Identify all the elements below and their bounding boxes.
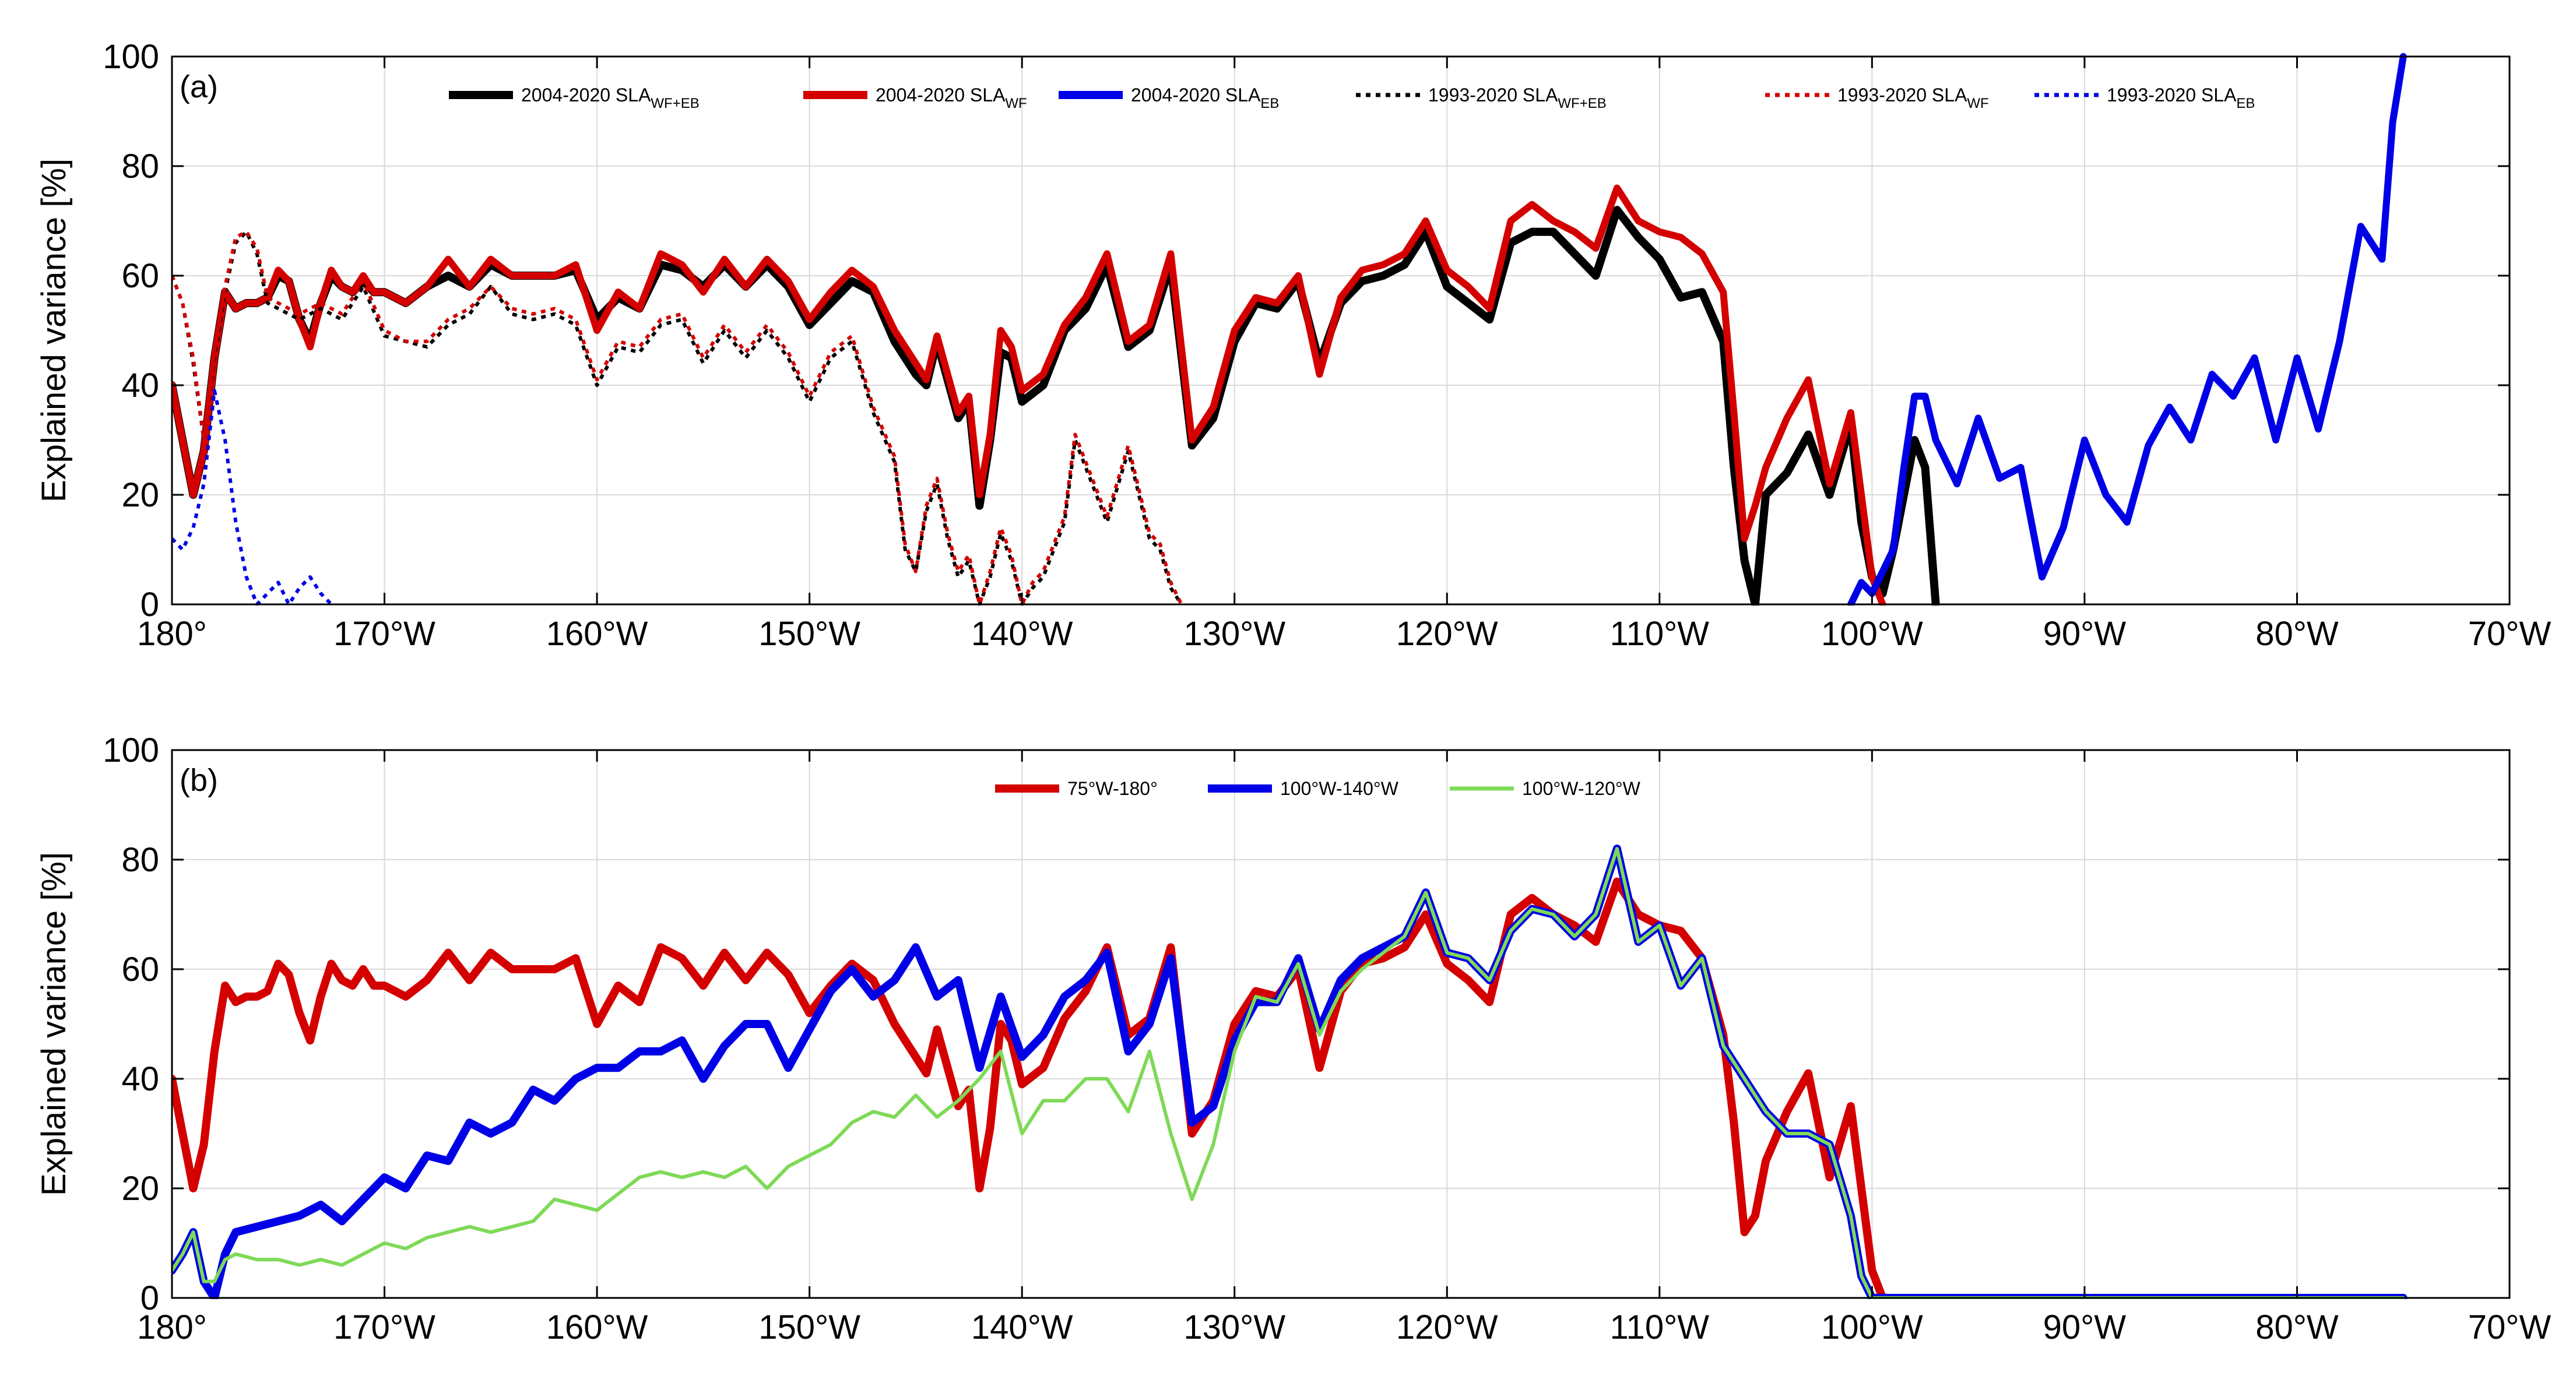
x-tick-label: 80°W bbox=[2255, 1308, 2339, 1346]
series-line-2 bbox=[172, 847, 2405, 1299]
x-tick-label: 130°W bbox=[1183, 615, 1285, 653]
y-tick-label: 60 bbox=[121, 951, 159, 988]
plot-frame bbox=[171, 749, 2511, 1299]
plot-frame bbox=[171, 55, 2511, 606]
x-tick-label: 70°W bbox=[2468, 1308, 2552, 1346]
legend-label: 1993-2020 SLAEB bbox=[2107, 85, 2255, 111]
legend-label: 2004-2020 SLAWF+EB bbox=[521, 85, 700, 111]
plot-area bbox=[172, 844, 2408, 1299]
series-line-1 bbox=[172, 844, 2408, 1299]
legend-label-subscript: WF+EB bbox=[1558, 96, 1606, 111]
series-line-2 bbox=[1847, 53, 2407, 606]
y-tick-label: 80 bbox=[121, 147, 159, 185]
x-tick-label: 140°W bbox=[971, 615, 1073, 653]
legend-label: 75°W-180° bbox=[1067, 778, 1158, 799]
x-tick-label: 170°W bbox=[333, 1308, 435, 1346]
panel-b: 180° 170°W 160°W 150°W 140°W 130°W 120°W 110°W 1… bbox=[35, 731, 2551, 1346]
x-tick-label: 180° bbox=[137, 615, 207, 653]
x-tick-label: 160°W bbox=[546, 1308, 648, 1346]
legend: 2004-2020 SLAWF+EB 2004-2020 SLAWF 2004-20… bbox=[449, 85, 2255, 111]
x-tick-label: 90°W bbox=[2043, 1308, 2127, 1346]
y-tick-label: 40 bbox=[121, 367, 159, 404]
legend-label: 2004-2020 SLAWF bbox=[876, 85, 1027, 111]
series-line-5 bbox=[172, 389, 333, 606]
x-tick-label: 180° bbox=[137, 1308, 207, 1346]
y-tick-label: 60 bbox=[121, 257, 159, 295]
legend-label-subscript: WF bbox=[1967, 96, 1988, 111]
y-tick-label: 0 bbox=[140, 586, 159, 624]
legend-label-subscript: WF bbox=[1005, 96, 1027, 111]
legend-label: 2004-2020 SLAEB bbox=[1131, 85, 1279, 111]
x-tick-label: 110°W bbox=[1610, 615, 1710, 653]
x-tick-label: 170°W bbox=[333, 615, 435, 653]
y-axis-label: Explained variance [%] bbox=[35, 159, 73, 502]
x-tick-label: 140°W bbox=[971, 1308, 1073, 1346]
x-tick-label: 150°W bbox=[758, 615, 860, 653]
legend-label: 100°W-140°W bbox=[1280, 778, 1399, 799]
x-tick-label: 70°W bbox=[2468, 615, 2552, 653]
plot-area bbox=[172, 53, 2407, 606]
legend-label-subscript: EB bbox=[1260, 96, 1279, 111]
x-tick-label: 100°W bbox=[1821, 615, 1923, 653]
y-tick-label: 20 bbox=[121, 476, 159, 514]
x-tick-label: 120°W bbox=[1396, 615, 1498, 653]
x-tick-label: 150°W bbox=[758, 1308, 860, 1346]
x-tick-label: 160°W bbox=[546, 615, 648, 653]
legend-label-subscript: EB bbox=[2236, 96, 2255, 111]
x-tick-label: 80°W bbox=[2255, 615, 2339, 653]
series-line-1 bbox=[172, 184, 1886, 606]
legend: 75°W-180° 100°W-140°W 100°W-120°W bbox=[995, 778, 1641, 799]
x-tick-label: 100°W bbox=[1821, 1308, 1923, 1346]
y-tick-label: 0 bbox=[140, 1279, 159, 1317]
y-tick-label: 100 bbox=[103, 38, 159, 76]
panel-label: (a) bbox=[180, 69, 218, 104]
panel-label: (b) bbox=[180, 763, 218, 798]
series-line-4 bbox=[172, 230, 1183, 606]
legend-label-subscript: WF+EB bbox=[651, 96, 699, 111]
y-tick-label: 100 bbox=[103, 731, 159, 769]
x-tick-label: 130°W bbox=[1183, 1308, 1285, 1346]
panel-a: 180° 170°W 160°W 150°W 140°W 130°W 120°W 110°W 1… bbox=[35, 38, 2551, 653]
x-tick-label: 90°W bbox=[2043, 615, 2127, 653]
y-tick-label: 40 bbox=[121, 1060, 159, 1098]
legend-label: 100°W-120°W bbox=[1522, 778, 1641, 799]
series-line-3 bbox=[172, 230, 1183, 606]
y-axis-label: Explained variance [%] bbox=[35, 852, 73, 1196]
y-tick-label: 20 bbox=[121, 1170, 159, 1208]
x-tick-label: 120°W bbox=[1396, 1308, 1498, 1346]
legend-label: 1993-2020 SLAWF+EB bbox=[1428, 85, 1607, 111]
x-tick-label: 110°W bbox=[1610, 1308, 1710, 1346]
legend-label: 1993-2020 SLAWF bbox=[1837, 85, 1989, 111]
y-tick-label: 80 bbox=[121, 841, 159, 879]
